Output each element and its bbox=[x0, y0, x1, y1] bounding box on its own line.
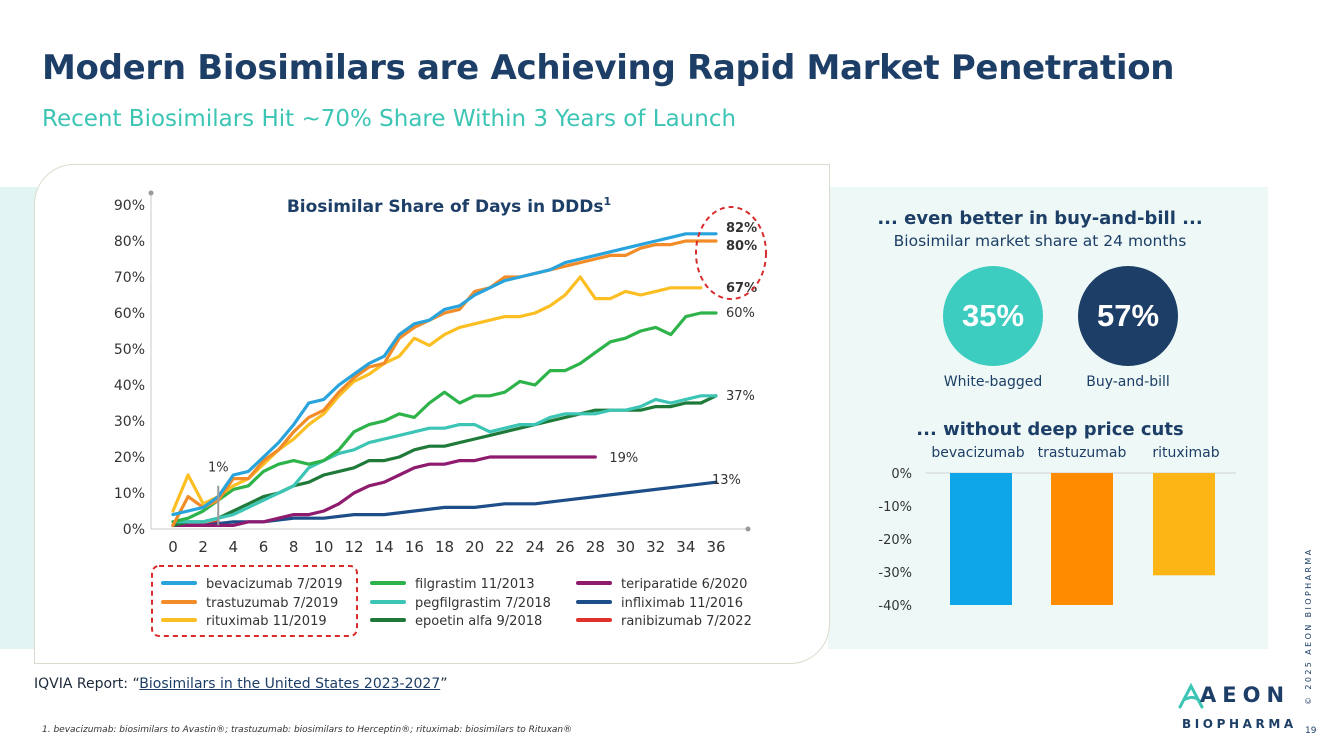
page-number: 19 bbox=[1305, 726, 1317, 736]
series-line-filgrastim-11-2013 bbox=[171, 311, 718, 524]
legend-label-infliximab-11-2016: infliximab 11/2016 bbox=[621, 596, 743, 611]
chart-title-superscript: 1 bbox=[604, 195, 612, 208]
x-tick-label: 28 bbox=[586, 538, 605, 556]
series-line-rituximab-11-2019 bbox=[171, 275, 703, 513]
y-tick-label: 60% bbox=[114, 306, 145, 322]
bar-bevacizumab bbox=[950, 473, 1012, 605]
legend-label-epoetin-alfa-9-2018: epoetin alfa 9/2018 bbox=[415, 614, 542, 629]
legend-highlight-box bbox=[151, 565, 358, 637]
x-tick-label: 20 bbox=[465, 538, 484, 556]
chart-title: Biosimilar Share of Days in DDDs1 bbox=[287, 195, 611, 217]
y-tick-label: 90% bbox=[114, 198, 145, 214]
legend-label-filgrastim-11-2013: filgrastim 11/2013 bbox=[415, 577, 535, 592]
end-value-label: 37% bbox=[726, 389, 755, 404]
x-tick-label: 14 bbox=[375, 538, 394, 556]
end-value-label: 13% bbox=[712, 473, 741, 488]
end-value-label: 60% bbox=[726, 306, 755, 321]
x-tick-label: 8 bbox=[289, 538, 299, 556]
buy-and-bill-heading: ... even better in buy-and-bill ... bbox=[877, 208, 1203, 229]
source-report-link[interactable]: Biosimilars in the United States 2023-20… bbox=[139, 676, 441, 692]
page-subtitle: Recent Biosimilars Hit ~70% Share Within… bbox=[42, 106, 737, 132]
bar-category-label: bevacizumab bbox=[931, 445, 1024, 461]
buy-and-bill-subheading: Biosimilar market share at 24 months bbox=[893, 232, 1187, 250]
x-axis-end-dot bbox=[745, 526, 751, 532]
bar-trastuzumab bbox=[1051, 473, 1113, 605]
logo-subtext: BIOPHARMA bbox=[1182, 717, 1297, 731]
x-tick-label: 6 bbox=[259, 538, 269, 556]
footnote: 1. bevacizumab: biosimilars to Avastin®;… bbox=[42, 725, 573, 735]
bar-y-tick-label: -20% bbox=[878, 533, 912, 548]
line-chart: Biosimilar Share of Days in DDDs10%10%20… bbox=[114, 190, 767, 637]
x-tick-label: 24 bbox=[525, 538, 544, 556]
x-tick-label: 4 bbox=[229, 538, 239, 556]
buy-and-bill-label: Buy-and-bill bbox=[1086, 374, 1170, 390]
x-tick-label: 34 bbox=[676, 538, 695, 556]
buy-and-bill-circle: 57% bbox=[1078, 266, 1178, 366]
bar-y-tick-label: -10% bbox=[878, 500, 912, 515]
legend-label-pegfilgrastim-7-2018: pegfilgrastim 7/2018 bbox=[415, 596, 551, 611]
chart-card bbox=[34, 164, 830, 664]
x-tick-label: 10 bbox=[314, 538, 333, 556]
bar-category-label: trastuzumab bbox=[1038, 445, 1127, 461]
y-tick-label: 30% bbox=[114, 414, 145, 430]
bar-rituximab bbox=[1153, 473, 1215, 576]
x-tick-label: 30 bbox=[616, 538, 635, 556]
x-tick-label: 12 bbox=[344, 538, 363, 556]
bar-y-tick-label: 0% bbox=[891, 467, 912, 482]
x-tick-label: 2 bbox=[198, 538, 208, 556]
y-tick-label: 20% bbox=[114, 450, 145, 466]
source-citation: IQVIA Report: “Biosimilars in the United… bbox=[34, 676, 448, 692]
legend-label-teriparatide-6-2020: teriparatide 6/2020 bbox=[621, 577, 747, 592]
x-tick-label: 22 bbox=[495, 538, 514, 556]
end-value-label: 19% bbox=[609, 451, 638, 466]
y-axis-end-dot bbox=[148, 190, 154, 196]
x-tick-label: 0 bbox=[168, 538, 178, 556]
y-tick-label: 50% bbox=[114, 342, 145, 358]
series-line-teriparatide-6-2020 bbox=[171, 455, 597, 528]
x-tick-label: 18 bbox=[435, 538, 454, 556]
copyright: © 2025 AEON BIOPHARMA bbox=[1304, 547, 1313, 705]
page-title: Modern Biosimilars are Achieving Rapid M… bbox=[42, 48, 1175, 88]
source-prefix: IQVIA Report: “ bbox=[34, 676, 140, 692]
series-line-pegfilgrastim-7-2018 bbox=[171, 394, 718, 524]
bar-y-tick-label: -40% bbox=[878, 599, 912, 614]
price-cut-bar-chart: 0% -10% -20% -30% -40% bevacizumab trastuzumab… bbox=[878, 445, 1236, 614]
x-tick-label: 16 bbox=[405, 538, 424, 556]
bar-y-tick-label: -30% bbox=[878, 566, 912, 581]
y-tick-label: 40% bbox=[114, 378, 145, 394]
logo-wordmark: AEON bbox=[1200, 683, 1291, 707]
legend-label-trastuzumab-7-2019: trastuzumab 7/2019 bbox=[206, 596, 338, 611]
price-cuts-heading: ... without deep price cuts bbox=[916, 419, 1184, 440]
legend-label-bevacizumab-7-2019: bevacizumab 7/2019 bbox=[206, 577, 342, 592]
x-tick-label: 26 bbox=[556, 538, 575, 556]
source-suffix: ” bbox=[440, 676, 448, 692]
y-tick-label: 70% bbox=[114, 270, 145, 286]
highlight-circle bbox=[695, 206, 767, 300]
series-line-trastuzumab-7-2019 bbox=[171, 239, 718, 528]
annotation-label: 1% bbox=[208, 460, 229, 475]
end-value-label: 80% bbox=[726, 239, 757, 254]
end-value-label: 82% bbox=[726, 221, 757, 236]
legend-label-rituximab-11-2019: rituximab 11/2019 bbox=[206, 614, 327, 629]
bar-category-label: rituximab bbox=[1152, 445, 1219, 461]
series-line-bevacizumab-7-2019 bbox=[171, 232, 718, 517]
y-tick-label: 10% bbox=[114, 486, 145, 502]
end-value-label: 67% bbox=[726, 281, 757, 296]
x-tick-label: 32 bbox=[646, 538, 665, 556]
legend-label-ranibizumab-7-2022: ranibizumab 7/2022 bbox=[621, 614, 752, 629]
aeon-logo-mark-icon bbox=[1178, 683, 1204, 709]
y-tick-label: 0% bbox=[123, 522, 145, 538]
white-bagged-label: White-bagged bbox=[943, 374, 1043, 390]
y-tick-label: 80% bbox=[114, 234, 145, 250]
white-bagged-circle: 35% bbox=[943, 266, 1043, 366]
x-tick-label: 36 bbox=[706, 538, 725, 556]
